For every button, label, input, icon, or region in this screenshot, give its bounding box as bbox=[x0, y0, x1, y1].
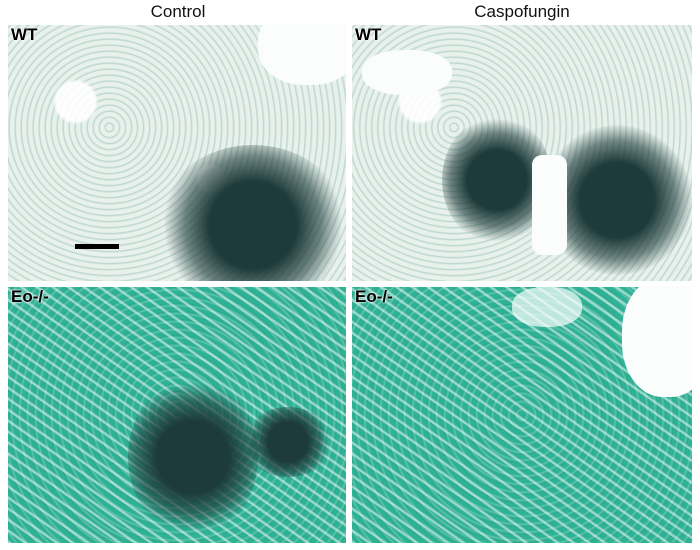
panel-eo-control: Eo-/- bbox=[8, 287, 346, 543]
airway bbox=[512, 287, 582, 327]
airway bbox=[622, 287, 692, 397]
fungal-clump bbox=[158, 145, 346, 281]
airway bbox=[362, 50, 452, 95]
airway bbox=[258, 25, 346, 85]
panel-label: Eo-/- bbox=[11, 287, 49, 306]
column-title-caspofungin: Caspofungin bbox=[474, 2, 570, 21]
fungal-clump bbox=[542, 125, 692, 275]
column-title-control: Control bbox=[150, 2, 206, 21]
panel-wt-caspofungin: WT bbox=[352, 25, 692, 281]
panel-eo-caspofungin: Eo-/- bbox=[352, 287, 692, 543]
panel-label: Eo-/- bbox=[355, 287, 393, 306]
panel-wt-control: WT bbox=[8, 25, 346, 281]
fungal-clump bbox=[128, 377, 258, 537]
fungal-clump bbox=[243, 407, 333, 477]
panel-label: WT bbox=[355, 25, 382, 44]
airway bbox=[532, 155, 567, 255]
scale-bar bbox=[75, 244, 119, 249]
panel-label: WT bbox=[11, 25, 38, 44]
